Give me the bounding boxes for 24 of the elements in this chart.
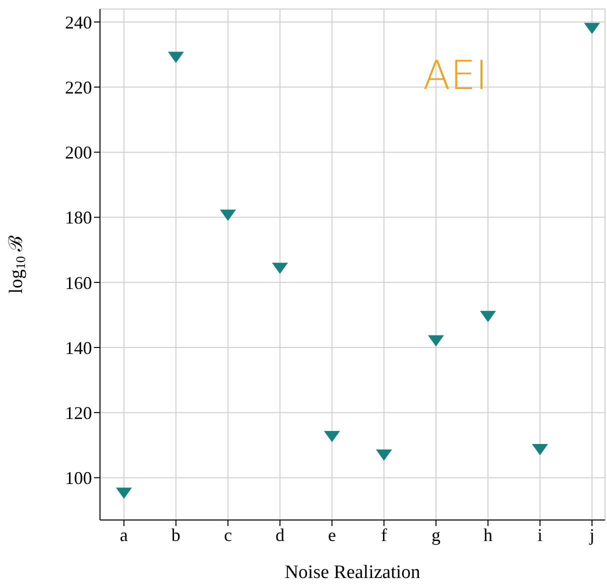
- y-tick-label: 120: [65, 402, 92, 423]
- x-tick-label: i: [537, 524, 542, 545]
- y-tick-label: 200: [65, 142, 92, 163]
- y-tick-label: 140: [65, 338, 92, 358]
- x-axis-title: Noise Realization: [284, 562, 421, 583]
- y-tick-label: 100: [65, 468, 92, 488]
- point: [324, 430, 340, 442]
- x-tick-label: g: [431, 524, 440, 545]
- annotation: AEI: [423, 52, 488, 100]
- y-tick-label: 160: [65, 272, 92, 293]
- x-tick-label: j: [588, 524, 595, 545]
- x-tick-label: h: [483, 524, 492, 545]
- x-tick-label: e: [328, 524, 336, 545]
- point: [532, 444, 548, 456]
- point: [480, 310, 496, 322]
- y-tick-label: 180: [65, 208, 92, 228]
- x-tick-label: b: [171, 524, 180, 545]
- point: [584, 22, 600, 34]
- x-tick-label: d: [275, 524, 284, 545]
- x-tick-label: f: [380, 524, 387, 545]
- y-tick-label: 240: [65, 12, 92, 32]
- x-tick-label: a: [120, 524, 128, 545]
- y-tick-label: 220: [65, 78, 92, 98]
- x-tick-label: c: [224, 524, 232, 545]
